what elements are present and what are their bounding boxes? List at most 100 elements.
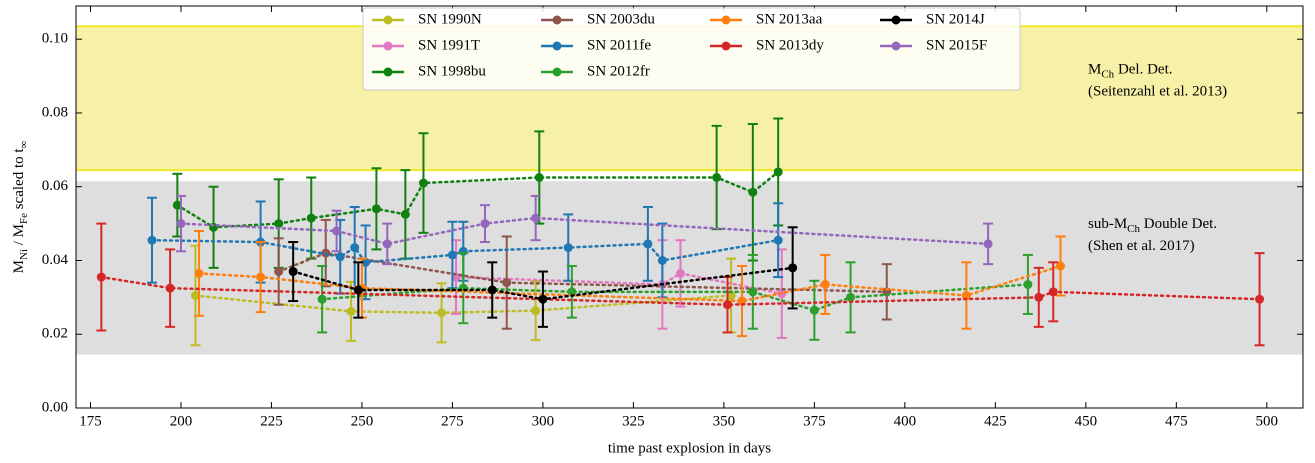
legend-marker	[383, 41, 393, 51]
point	[1055, 261, 1065, 271]
point	[172, 200, 182, 210]
legend-label: SN 2011fe	[587, 37, 651, 53]
x-tick-label: 175	[79, 413, 102, 429]
point	[1048, 287, 1058, 297]
point	[567, 287, 577, 297]
subscript: Ni	[18, 249, 30, 260]
point	[531, 213, 541, 223]
point	[437, 308, 447, 318]
point	[447, 250, 457, 260]
point	[332, 226, 342, 236]
point	[317, 294, 327, 304]
legend-box	[362, 7, 1021, 91]
x-tick-label: 250	[351, 413, 374, 429]
y-tick-label: 0.10	[42, 31, 68, 47]
legend-marker	[721, 41, 731, 51]
point	[165, 283, 175, 293]
y-tick-label: 0.08	[42, 104, 68, 120]
point	[712, 172, 722, 182]
point	[502, 278, 512, 288]
text-part: scaled to t	[11, 148, 27, 213]
legend-marker	[383, 15, 393, 25]
x-tick-label: 275	[441, 413, 464, 429]
point	[675, 268, 685, 278]
point	[657, 255, 667, 265]
y-tick-label: 0.04	[42, 252, 69, 268]
point	[147, 235, 157, 245]
point	[534, 172, 544, 182]
legend-label: SN 1998bu	[418, 63, 486, 79]
x-axis-label: time past explosion in days	[608, 440, 771, 456]
point	[1023, 279, 1033, 289]
point	[346, 306, 356, 316]
text-part: (Shen et al. 2017)	[1088, 239, 1195, 255]
series-line	[100, 275, 1261, 306]
y-tick-label: 0.06	[42, 178, 69, 194]
series-line	[277, 251, 889, 294]
point	[961, 291, 971, 301]
point	[418, 178, 428, 188]
band-label: MCh Del. Det.	[1088, 62, 1173, 80]
point	[643, 239, 653, 249]
x-tick-label: 375	[803, 413, 826, 429]
point	[194, 268, 204, 278]
point	[563, 243, 573, 253]
series-line	[291, 266, 794, 301]
point	[773, 235, 783, 245]
point	[538, 294, 548, 304]
point	[288, 267, 298, 277]
subscript: Ch	[1127, 223, 1140, 235]
point	[176, 219, 186, 229]
point	[748, 187, 758, 197]
point	[726, 291, 736, 301]
text-part: M	[11, 260, 27, 273]
series-line	[454, 272, 784, 295]
point	[361, 257, 371, 267]
text-part: (Seitenzahl et al. 2013)	[1088, 84, 1227, 100]
x-tick-label: 200	[170, 413, 193, 429]
subscript: ∞	[18, 140, 30, 148]
text-part: / M	[11, 224, 27, 249]
legend-label: SN 2013dy	[756, 37, 824, 53]
point	[723, 300, 733, 310]
point	[382, 239, 392, 249]
text-part: M	[1088, 62, 1101, 78]
legend-label: SN 2012fr	[587, 63, 650, 79]
point	[480, 219, 490, 229]
y-tick-label: 0.02	[42, 326, 68, 342]
x-tick-label: 400	[894, 413, 917, 429]
band-label: sub-MCh Double Det.	[1088, 217, 1217, 235]
x-tick-label: 450	[1075, 413, 1098, 429]
band-label: (Shen et al. 2017)	[1088, 239, 1195, 255]
legend-label: SN 2014J	[926, 11, 985, 27]
legend-label: SN 1991T	[418, 37, 480, 53]
legend-marker	[891, 15, 901, 25]
x-tick-label: 225	[260, 413, 283, 429]
point	[306, 213, 316, 223]
legend-marker	[383, 67, 393, 77]
legend-marker	[552, 15, 562, 25]
point	[820, 279, 830, 289]
legend-label: SN 2003du	[587, 11, 655, 27]
legend-marker	[552, 67, 562, 77]
x-tick-label: 350	[713, 413, 736, 429]
legend: SN 1990N SN 1991T SN 1998bu SN 2003du SN 201…	[362, 7, 1021, 91]
legend-marker	[721, 15, 731, 25]
point	[274, 267, 284, 277]
legend-marker	[891, 41, 901, 51]
text-part: Double Det.	[1140, 217, 1217, 233]
legend-marker	[552, 41, 562, 51]
point	[350, 243, 360, 253]
point	[96, 272, 106, 282]
point	[487, 285, 497, 295]
band-label: (Seitenzahl et al. 2013)	[1088, 84, 1227, 100]
point	[400, 209, 410, 219]
x-tick-label: 425	[984, 413, 1007, 429]
point	[256, 272, 266, 282]
point	[1255, 294, 1265, 304]
x-tick-label: 475	[1165, 413, 1188, 429]
subscript: Fe	[18, 213, 30, 224]
series-line	[179, 216, 990, 246]
point	[335, 252, 345, 262]
